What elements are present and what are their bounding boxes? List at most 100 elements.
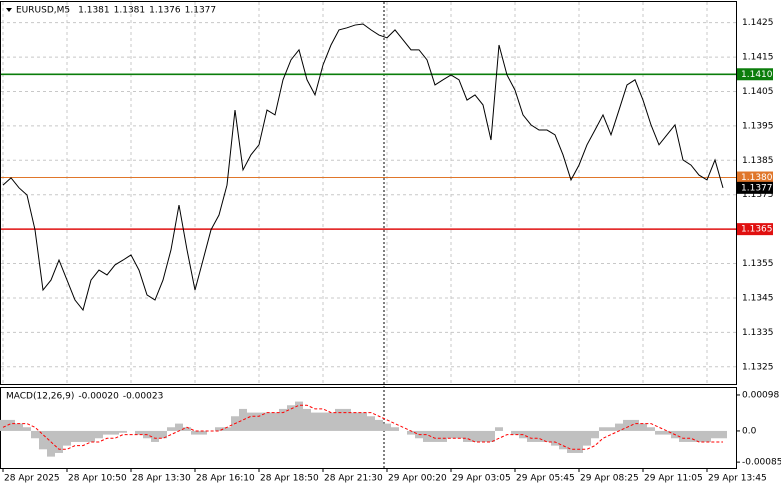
macd-bar [135, 430, 143, 435]
macd-bar [639, 423, 647, 431]
symbol-title: EURUSD,M5 [16, 6, 70, 16]
macd-bar [319, 412, 327, 431]
level-tag [737, 171, 773, 184]
macd-value: -0.00020 [78, 392, 119, 402]
x-tick-label: 28 Apr 16:10 [196, 474, 255, 484]
macd-bar [719, 430, 727, 439]
macd-bar [15, 423, 23, 431]
macd-bar [391, 427, 399, 431]
macd-bar [63, 430, 71, 446]
macd-bar [23, 427, 31, 431]
ohlc-value: 1.1376 [149, 6, 181, 16]
last-price-label: 1.1377 [741, 183, 773, 193]
macd-bar [551, 430, 559, 446]
macd-bar [559, 430, 567, 450]
x-tick-label: 28 Apr 21:30 [324, 474, 383, 484]
macd-bar [95, 430, 103, 439]
menu-arrow[interactable] [6, 8, 12, 12]
macd-bar [679, 430, 687, 442]
macd-bar [191, 430, 199, 435]
macd-bar [303, 408, 311, 431]
y-tick-label: 1.1425 [742, 18, 774, 28]
macd-bar [447, 430, 455, 439]
macd-bar [175, 423, 183, 431]
macd-title: MACD(12,26,9) [6, 392, 74, 402]
macd-bar [575, 430, 583, 453]
macd-bar [327, 412, 335, 431]
last-price-tag [737, 181, 773, 194]
macd-bar [479, 430, 487, 442]
y-tick-label: 1.1385 [742, 156, 774, 166]
macd-bar [623, 419, 631, 431]
macd-bar [199, 430, 207, 435]
macd-bar [183, 427, 191, 431]
macd-bar [247, 412, 255, 431]
macd-bar [511, 430, 519, 435]
macd-bar [215, 427, 223, 431]
x-tick-label: 29 Apr 08:25 [580, 474, 639, 484]
macd-bar [711, 430, 719, 439]
macd-bar [311, 412, 319, 431]
y-tick-label: 1.1325 [742, 362, 774, 372]
x-tick-label: 29 Apr 03:05 [452, 474, 511, 484]
x-tick-label: 28 Apr 2025 [4, 474, 60, 484]
macd-bar [271, 412, 279, 431]
macd-bar [263, 412, 271, 431]
price-line [2, 23, 724, 312]
macd-bar [343, 408, 351, 431]
macd-bar [463, 430, 471, 442]
level-tag-label: 1.1380 [741, 173, 773, 183]
macd-bar [279, 408, 287, 431]
macd-bar [87, 430, 95, 442]
macd-bar [695, 430, 703, 442]
x-tick-label: 29 Apr 00:20 [388, 474, 447, 484]
y-tick-label: -0.00085 [742, 458, 781, 468]
macd-bar [535, 430, 543, 442]
macd-bar [527, 430, 535, 442]
macd-bar [383, 423, 391, 431]
macd-bar [455, 430, 463, 439]
macd-bar [295, 401, 303, 431]
macd-bar [471, 430, 479, 442]
macd-bar [159, 430, 167, 439]
level-tag [737, 223, 773, 236]
macd-bar [351, 412, 359, 431]
macd-bar [223, 427, 231, 431]
macd-bar [375, 419, 383, 431]
y-tick-label: 1.1335 [742, 328, 774, 338]
macd-bar [591, 430, 599, 439]
macd-bar [655, 430, 663, 435]
macd-bar [663, 430, 671, 435]
macd-bar [103, 430, 111, 435]
macd-value: -0.00023 [123, 392, 163, 402]
macd-bar [647, 427, 655, 431]
macd-bar [567, 430, 575, 453]
y-tick-label: 1.1405 [742, 87, 774, 97]
level-tag-label: 1.1365 [741, 225, 773, 235]
macd-bar [287, 405, 295, 431]
macd-bar [367, 416, 375, 431]
macd-bar [703, 430, 711, 442]
macd-bar [119, 430, 127, 433]
macd-bar [439, 430, 447, 442]
macd-bar [687, 430, 695, 442]
macd-bar [167, 427, 175, 431]
macd-bar [495, 427, 503, 431]
macd-bar [47, 430, 55, 457]
macd-bar [359, 412, 367, 431]
macd-bar [255, 412, 263, 431]
macd-bar [631, 419, 639, 431]
macd-bar [39, 430, 47, 450]
macd-bar [407, 430, 415, 435]
macd-bar [583, 430, 591, 446]
macd-bar [599, 427, 607, 431]
macd-bar [239, 408, 247, 431]
y-tick-label: 1.1375 [742, 190, 774, 200]
macd-bar [335, 408, 343, 431]
macd-bar [31, 430, 39, 439]
y-tick-label: 1.1415 [742, 53, 774, 63]
macd-bar [7, 419, 15, 431]
y-tick-label: 0.00098 [742, 390, 779, 400]
